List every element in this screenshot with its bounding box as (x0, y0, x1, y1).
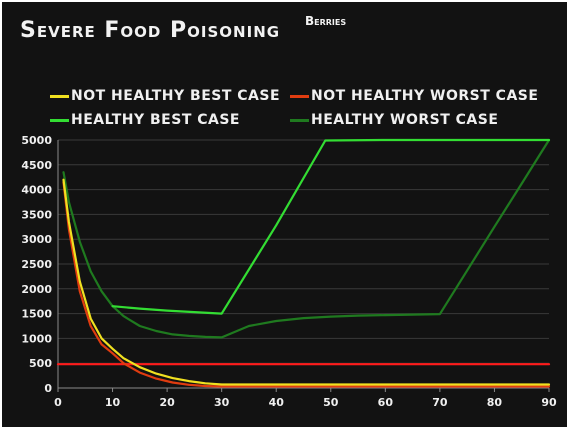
x-tick-label: 90 (541, 396, 557, 409)
legend-swatch-not-healthy-worst (290, 94, 309, 98)
y-tick-label: 1500 (21, 308, 52, 321)
x-tick-label: 70 (432, 396, 448, 409)
y-tick-label: 3500 (21, 208, 52, 221)
legend-item-not-healthy-best: NOT HEALTHY BEST CASE (50, 88, 280, 104)
y-tick-label: 500 (29, 357, 52, 370)
x-tick-label: 10 (105, 396, 121, 409)
chart-subtitle: Berries (305, 14, 347, 28)
series-line-not-healthy-worst (62, 181, 551, 388)
y-tick-label: 2500 (21, 258, 52, 271)
legend-item-healthy-best: HEALTHY BEST CASE (50, 112, 240, 128)
y-tick-label: 0 (44, 382, 52, 395)
legend-swatch-not-healthy-best (50, 94, 69, 98)
legend-item-not-healthy-worst: NOT HEALTHY WORST CASE (290, 88, 538, 104)
x-tick-label: 60 (378, 396, 394, 409)
y-tick-label: 2000 (21, 283, 52, 296)
x-tick-label: 80 (487, 396, 503, 409)
legend-item-healthy-worst: HEALTHY WORST CASE (290, 112, 498, 128)
series-line-healthy-best (111, 138, 551, 315)
series-line-healthy-worst (62, 138, 551, 339)
y-tick-label: 4500 (21, 159, 52, 172)
legend-swatch-healthy-worst (290, 118, 309, 122)
x-tick-label: 0 (54, 396, 62, 409)
y-tick-label: 1000 (21, 332, 52, 345)
series-line-not-healthy-best (62, 178, 551, 386)
y-tick-label: 4000 (21, 184, 52, 197)
chart-title: Severe Food Poisoning (20, 18, 281, 43)
x-tick-label: 40 (269, 396, 285, 409)
legend-label-healthy-best: HEALTHY BEST CASE (71, 112, 240, 128)
legend-label-not-healthy-worst: NOT HEALTHY WORST CASE (311, 88, 539, 104)
x-tick-label: 50 (323, 396, 339, 409)
x-tick-label: 20 (159, 396, 175, 409)
legend-label-not-healthy-best: NOT HEALTHY BEST CASE (71, 88, 281, 104)
y-tick-label: 3000 (21, 233, 52, 246)
legend-swatch-healthy-best (50, 118, 69, 122)
x-tick-label: 30 (214, 396, 230, 409)
legend-label-healthy-worst: HEALTHY WORST CASE (311, 112, 499, 128)
chart-legend: NOT HEALTHY BEST CASE NOT HEALTHY WORST … (50, 88, 550, 138)
y-tick-label: 5000 (21, 134, 52, 147)
